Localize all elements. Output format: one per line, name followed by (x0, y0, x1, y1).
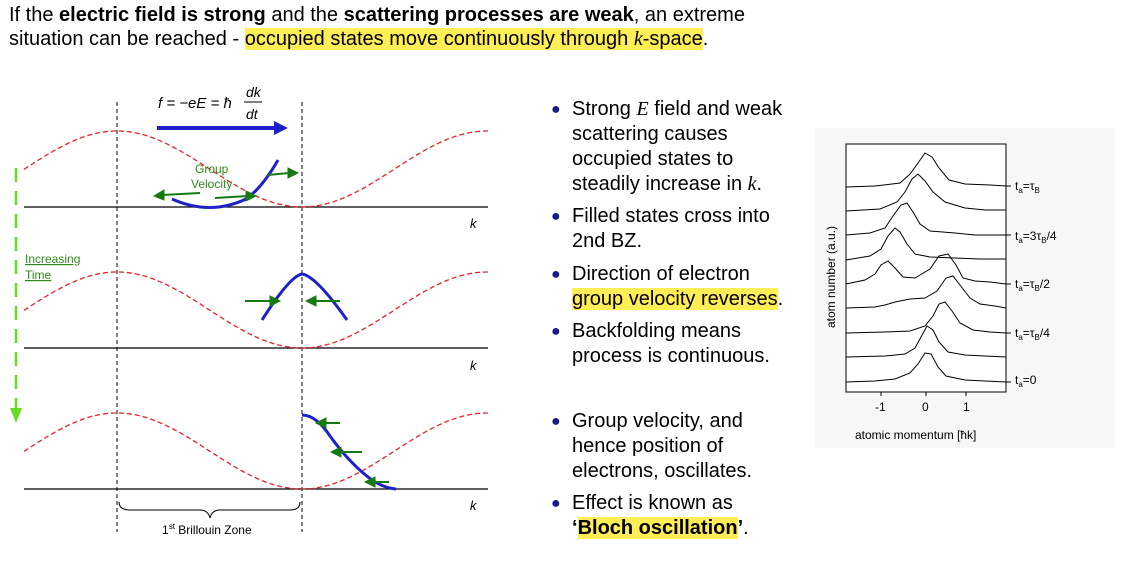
trace-label-0: ta=0 (1015, 373, 1037, 389)
group-velocity-label: Group (195, 162, 229, 176)
svg-text:dk: dk (246, 84, 262, 100)
k-label-2: k (470, 358, 478, 373)
occupied-states-2 (260, 272, 349, 321)
panel-3: k (23, 412, 489, 513)
bullet-dot: ● (551, 101, 561, 118)
trace-label-tB: ta=τB (1015, 179, 1040, 195)
trace-label-tB4: ta=τB/4 (1015, 326, 1050, 342)
band-curve-1 (23, 130, 489, 208)
panel-2: k (23, 271, 489, 373)
bullet-cross-2nd-bz: ● Filled states cross into 2nd BZ. (551, 205, 770, 252)
traces (845, 152, 1007, 383)
intro-text: If the electric field is strong and the … (9, 4, 745, 50)
x-axis-label: atomic momentum [ħk] (855, 428, 976, 442)
occupied-states-3 (301, 413, 397, 491)
plot-frame (845, 143, 1007, 393)
force-arrow (157, 121, 288, 135)
k-label-3: k (470, 498, 478, 513)
brillouin-zone-label: 1st Brillouin Zone (162, 522, 252, 537)
x-tick-1: 1 (963, 400, 970, 414)
bullet-dot: ● (551, 495, 561, 512)
bullet-bloch-oscillation: ● Effect is known as ‘Bloch oscillation’… (551, 492, 749, 539)
group-velocity-label-2: Velocity (191, 177, 232, 191)
k-label-1: k (470, 216, 478, 231)
time-arrow (10, 168, 22, 423)
increasing-time-label: Increasing (25, 252, 80, 266)
trace-label-tB2: ta=τB/2 (1015, 277, 1050, 293)
x-tick-0: 0 (922, 400, 929, 414)
force-equation: f = −eE = ħ dk dt (158, 84, 262, 122)
trace-labels: ta=τB ta=3τB/4 ta=τB/2 ta=τB/4 ta=0 (1015, 179, 1057, 389)
bullet-dot: ● (551, 413, 561, 430)
x-tick-labels: -1 0 1 (875, 400, 970, 414)
brillouin-zone-brace: 1st Brillouin Zone (118, 501, 301, 537)
band-curve-3 (23, 412, 489, 490)
bullet-dot: ● (551, 323, 561, 340)
bullet-direction-reverses: ● Direction of electron group velocity r… (551, 263, 784, 310)
intro-highlight: occupied states move continuously throug… (244, 28, 703, 50)
trace-label-3tB4: ta=3τB/4 (1015, 229, 1057, 245)
momentum-distribution-graph: -1 0 1 atomic momentum [ħk] atom number … (815, 128, 1115, 448)
velocity-arrows-1 (152, 167, 300, 202)
bloch-band-diagram: f = −eE = ħ dk dt Increasing Time k Grou… (10, 84, 489, 537)
bullet-strong-field: ● Strong E field and weak scattering cau… (551, 98, 783, 195)
panel-1: k Group Velocity (23, 130, 489, 231)
increasing-time-label-2: Time (25, 268, 52, 282)
band-curve-2 (23, 271, 489, 349)
bullet-backfolding: ● Backfolding means process is continuou… (551, 320, 770, 367)
velocity-arrows-2 (245, 295, 340, 307)
bullet-oscillates: ● Group velocity, and hence position of … (551, 410, 753, 482)
bullet-dot: ● (551, 266, 561, 283)
y-axis-label: atom number (a.u.) (824, 226, 838, 328)
svg-text:dt: dt (246, 106, 259, 122)
tick-marks (880, 185, 1011, 396)
svg-text:f = −eE = ħ: f = −eE = ħ (158, 95, 232, 112)
velocity-arrows-3 (314, 417, 389, 488)
bullet-dot: ● (551, 208, 561, 225)
x-tick-neg1: -1 (875, 400, 886, 414)
